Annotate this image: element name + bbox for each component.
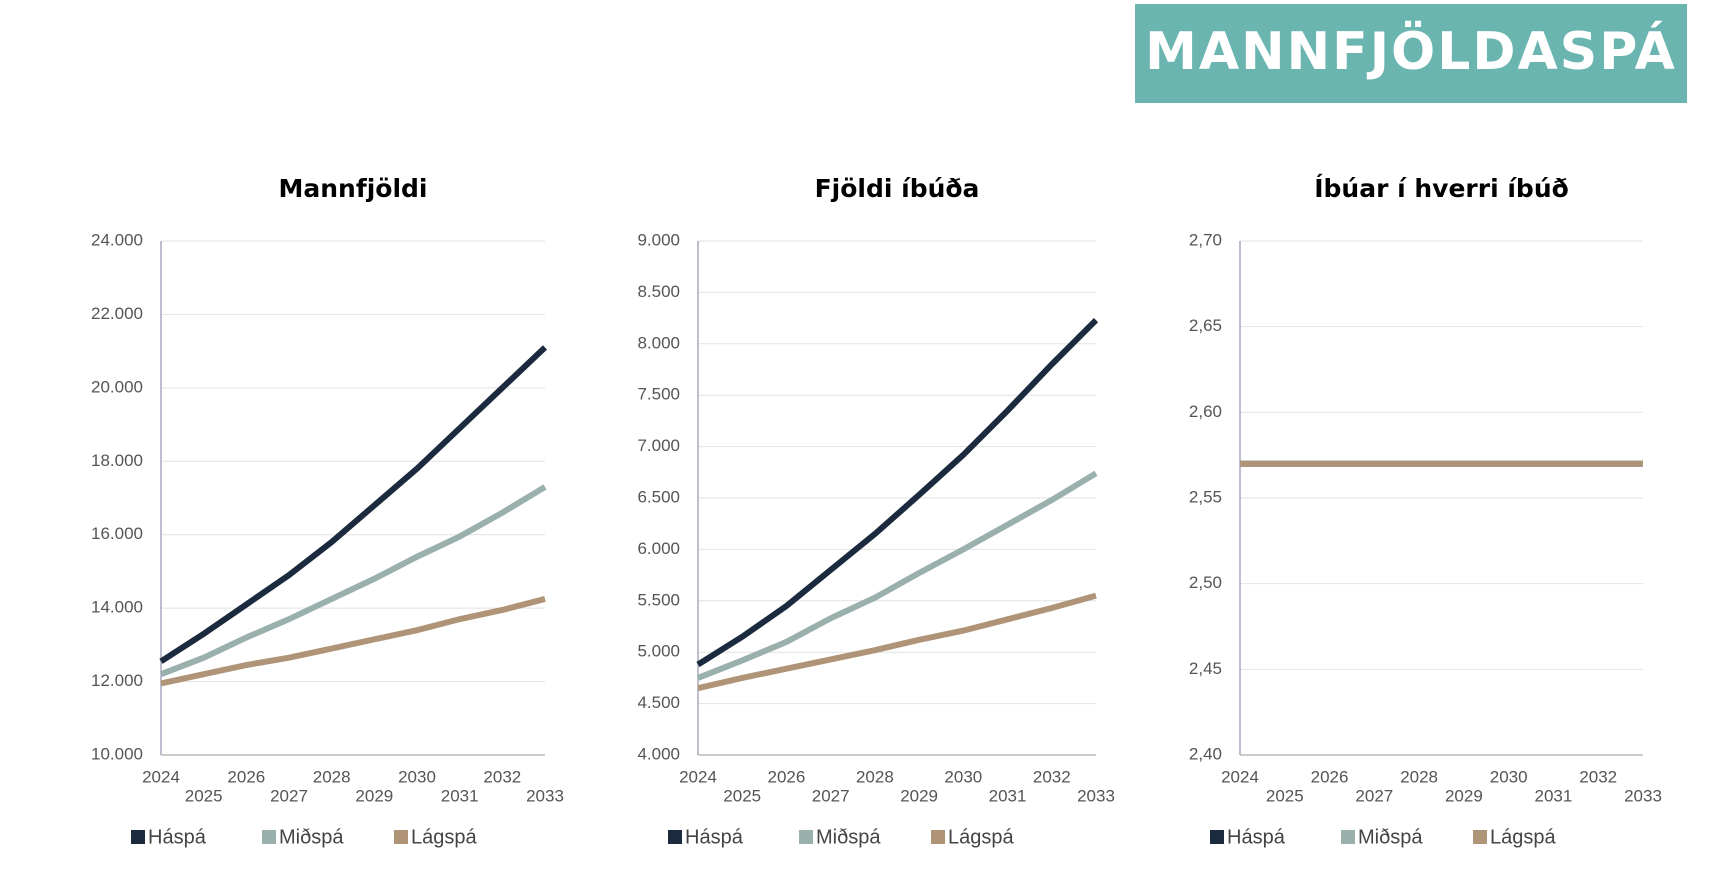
y-tick-label: 4.000: [637, 744, 680, 763]
x-tick-label: 2025: [185, 786, 223, 805]
x-tick-label: 2028: [313, 767, 351, 786]
x-tick-label: 2024: [1221, 767, 1259, 786]
x-tick-label: 2030: [398, 767, 436, 786]
legend-swatch: [931, 830, 945, 844]
y-tick-label: 7.000: [637, 436, 680, 455]
x-tick-label: 2024: [679, 767, 717, 786]
legend-label: Miðspá: [1358, 826, 1423, 848]
legend-swatch: [799, 830, 813, 844]
x-tick-label: 2027: [812, 786, 850, 805]
x-tick-label: 2033: [526, 786, 564, 805]
legend-label: Háspá: [148, 826, 207, 848]
y-tick-label: 2,70: [1189, 230, 1222, 249]
y-tick-label: 2,55: [1189, 487, 1222, 506]
legend-label: Lágspá: [1490, 826, 1556, 848]
x-tick-label: 2024: [142, 767, 180, 786]
x-tick-label: 2029: [355, 786, 393, 805]
x-tick-label: 2025: [1266, 786, 1304, 805]
y-tick-label: 7.500: [637, 385, 680, 404]
x-tick-label: 2026: [768, 767, 806, 786]
chart-title: Fjöldi íbúða: [815, 174, 980, 203]
x-tick-label: 2028: [856, 767, 894, 786]
legend-label: Háspá: [1227, 826, 1286, 848]
y-tick-label: 20.000: [91, 377, 143, 396]
series-line: [696, 318, 1099, 668]
x-tick-label: 2032: [1033, 767, 1071, 786]
y-tick-label: 5.500: [637, 590, 680, 609]
x-tick-label: 2033: [1624, 786, 1662, 805]
legend-label: Miðspá: [279, 826, 344, 848]
y-tick-label: 2,60: [1189, 402, 1222, 421]
y-tick-label: 8.000: [637, 333, 680, 352]
x-tick-label: 2031: [1535, 786, 1573, 805]
legend-swatch: [668, 830, 682, 844]
legend-swatch: [1341, 830, 1355, 844]
legend-swatch: [262, 830, 276, 844]
legend-swatch: [1473, 830, 1487, 844]
y-tick-label: 4.500: [637, 693, 680, 712]
x-tick-label: 2029: [1445, 786, 1483, 805]
x-tick-label: 2033: [1077, 786, 1115, 805]
y-tick-label: 22.000: [91, 304, 143, 323]
header-banner: [1135, 4, 1687, 103]
y-tick-label: 16.000: [91, 524, 143, 543]
y-tick-label: 18.000: [91, 451, 143, 470]
y-tick-label: 9.000: [637, 230, 680, 249]
x-tick-label: 2026: [1311, 767, 1349, 786]
y-tick-label: 12.000: [91, 671, 143, 690]
series-line: [160, 596, 546, 687]
x-tick-label: 2031: [989, 786, 1027, 805]
y-tick-label: 2,40: [1189, 744, 1222, 763]
y-tick-label: 2,50: [1189, 573, 1222, 592]
chart-title: Íbúar í hverri íbúð: [1314, 174, 1569, 203]
y-tick-label: 24.000: [91, 230, 143, 249]
x-tick-label: 2030: [944, 767, 982, 786]
legend-swatch: [1210, 830, 1224, 844]
legend-label: Lágspá: [948, 826, 1014, 848]
y-tick-label: 6.500: [637, 487, 680, 506]
x-tick-label: 2026: [227, 767, 265, 786]
chart-title: Mannfjöldi: [279, 174, 428, 203]
x-tick-label: 2029: [900, 786, 938, 805]
legend-swatch: [394, 830, 408, 844]
series-line: [159, 345, 548, 664]
y-tick-label: 8.500: [637, 282, 680, 301]
header-title: MANNFJÖLDASPÁ: [1145, 20, 1677, 82]
legend-label: Háspá: [685, 826, 744, 848]
x-tick-label: 2028: [1400, 767, 1438, 786]
x-tick-label: 2027: [1355, 786, 1393, 805]
x-tick-label: 2030: [1490, 767, 1528, 786]
legend-swatch: [131, 830, 145, 844]
x-tick-label: 2025: [723, 786, 761, 805]
y-tick-label: 6.000: [637, 539, 680, 558]
legend-label: Miðspá: [816, 826, 881, 848]
y-tick-label: 2,45: [1189, 659, 1222, 678]
x-tick-label: 2032: [1579, 767, 1617, 786]
series-line: [696, 470, 1098, 681]
y-tick-label: 14.000: [91, 598, 143, 617]
y-tick-label: 2,65: [1189, 316, 1222, 335]
y-tick-label: 5.000: [637, 642, 680, 661]
x-tick-label: 2027: [270, 786, 308, 805]
y-tick-label: 10.000: [91, 744, 143, 763]
x-tick-label: 2032: [483, 767, 521, 786]
legend-label: Lágspá: [411, 826, 477, 848]
series-line: [159, 484, 547, 678]
x-tick-label: 2031: [441, 786, 479, 805]
series-line: [697, 592, 1097, 692]
